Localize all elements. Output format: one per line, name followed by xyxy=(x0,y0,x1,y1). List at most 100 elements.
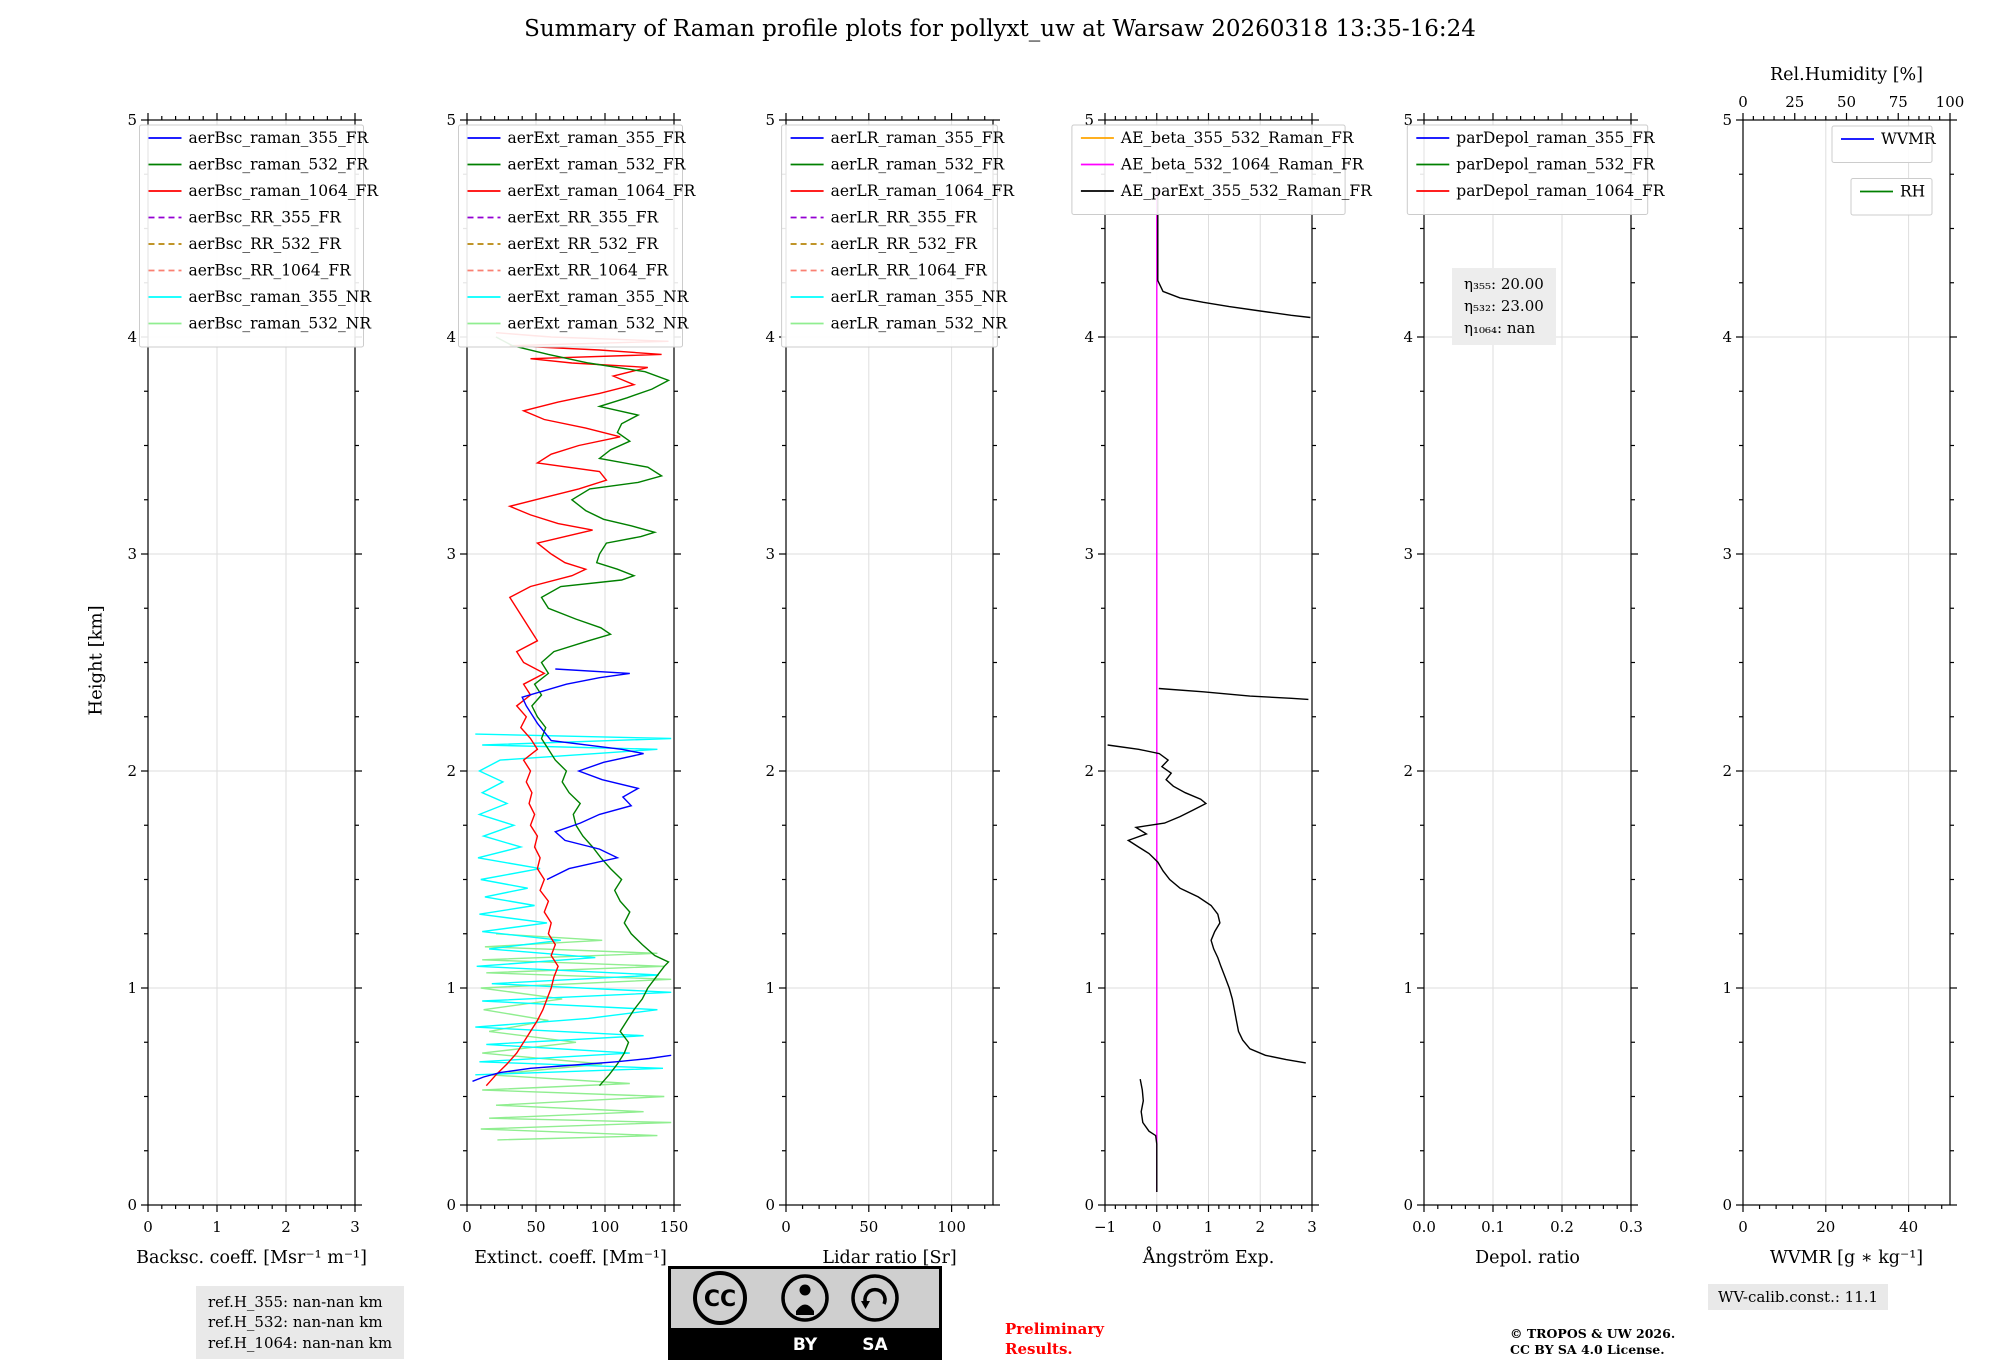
svg-text:75: 75 xyxy=(1889,93,1908,111)
cc-logo-icon: CC xyxy=(693,1271,747,1325)
svg-text:2: 2 xyxy=(1255,1218,1265,1236)
svg-text:0.0: 0.0 xyxy=(1412,1218,1436,1236)
attribution-person-icon xyxy=(781,1274,829,1322)
cc-by-label: BY xyxy=(793,1335,818,1355)
svg-text:3: 3 xyxy=(1403,545,1413,563)
legend-label: parDepol_raman_532_FR xyxy=(1456,156,1656,174)
svg-text:5: 5 xyxy=(765,111,775,129)
svg-text:4: 4 xyxy=(1722,328,1732,346)
svg-text:50: 50 xyxy=(1837,93,1856,111)
svg-text:4: 4 xyxy=(1403,328,1413,346)
ref-height-1064: ref.H_1064: nan-nan km xyxy=(208,1333,393,1352)
svg-text:1: 1 xyxy=(1403,979,1413,997)
legend-label: RH xyxy=(1900,183,1925,201)
svg-text:2: 2 xyxy=(127,762,137,780)
legend-box xyxy=(1850,178,1933,216)
svg-text:0: 0 xyxy=(1722,1196,1732,1214)
svg-text:0.2: 0.2 xyxy=(1550,1218,1574,1236)
cc-badge-bar xyxy=(671,1328,939,1357)
svg-text:3: 3 xyxy=(1722,545,1732,563)
legend-label: aerExt_raman_355_NR xyxy=(508,288,690,306)
series-aerExt_raman_355_FR_mid xyxy=(521,668,644,881)
ticks xyxy=(460,113,681,1212)
svg-text:4: 4 xyxy=(1084,328,1094,346)
tick-labels: 0 50 100 0 1 2 3 4 5 xyxy=(765,111,965,1236)
preliminary-note: Preliminary Results. xyxy=(1005,1320,1104,1358)
panel-backscatter: 0 1 2 3 0 1 2 3 4 5 Backsc. coeff. [Msr⁻¹ m⁻¹] aerB… xyxy=(127,111,379,1268)
eta-532-value: η₅₃₂: 23.00 xyxy=(1464,296,1544,315)
legend-label: AE_beta_532_1064_Raman_FR xyxy=(1120,156,1365,174)
legend-label: parDepol_raman_355_FR xyxy=(1456,129,1656,147)
copyright-note: © TROPOS & UW 2026. CC BY SA 4.0 License… xyxy=(1510,1326,1676,1358)
svg-text:0: 0 xyxy=(1152,1218,1162,1236)
svg-text:20: 20 xyxy=(1816,1218,1835,1236)
legend-label: aerBsc_raman_532_NR xyxy=(189,315,373,333)
series-aerExt_raman_355_NR xyxy=(475,733,672,1076)
legend-label: aerLR_RR_532_FR xyxy=(831,235,979,253)
svg-text:CC: CC xyxy=(704,1287,736,1312)
legend-label: aerLR_RR_1064_FR xyxy=(831,262,989,280)
svg-text:0: 0 xyxy=(1403,1196,1413,1214)
eta-355-value: η₃₅₅: 20.00 xyxy=(1464,275,1544,293)
legend-box xyxy=(458,124,683,348)
tick-labels: 0.0 0.1 0.2 0.3 0 1 2 3 4 5 xyxy=(1403,111,1642,1236)
svg-text:1: 1 xyxy=(446,979,456,997)
x-axis-label: Ångström Exp. xyxy=(1142,1247,1275,1268)
panel-extinction: 0 50 100 150 0 1 2 3 4 5 Extinct. coeff. [Mm⁻¹] aer… xyxy=(446,111,696,1268)
svg-text:100: 100 xyxy=(591,1218,620,1236)
legend-label: aerBsc_raman_532_FR xyxy=(189,156,370,174)
svg-text:1: 1 xyxy=(1204,1218,1214,1236)
svg-text:3: 3 xyxy=(127,545,137,563)
panel-depol: 0.0 0.1 0.2 0.3 0 1 2 3 4 5 Depol. ratio parDepol_r… xyxy=(1403,111,1665,1268)
series-group xyxy=(472,332,672,1141)
axes-frame xyxy=(1742,119,1951,1206)
svg-text:0: 0 xyxy=(1738,1218,1748,1236)
svg-text:3: 3 xyxy=(1084,545,1094,563)
legend-box xyxy=(1406,124,1649,215)
svg-text:2: 2 xyxy=(1084,762,1094,780)
svg-text:1: 1 xyxy=(1084,979,1094,997)
svg-text:0.1: 0.1 xyxy=(1481,1218,1505,1236)
legend-label: aerBsc_RR_532_FR xyxy=(189,235,343,253)
svg-text:1: 1 xyxy=(765,979,775,997)
legend-label: WVMR xyxy=(1881,130,1937,148)
ticks xyxy=(1417,113,1638,1212)
eta-annotation: η₃₅₅: 20.00 η₅₃₂: 23.00 η₁₀₆₄: nan xyxy=(1452,268,1556,346)
eta-1064-value: η₁₀₆₄: nan xyxy=(1464,318,1536,337)
ref-height-355: ref.H_355: nan-nan km xyxy=(208,1293,383,1311)
cc-sa-label: SA xyxy=(862,1335,888,1355)
svg-text:2: 2 xyxy=(765,762,775,780)
legend-label: aerBsc_RR_355_FR xyxy=(189,209,343,227)
series-AE_parExt_355_532_Raman_FR_top xyxy=(1157,189,1311,319)
svg-text:0: 0 xyxy=(1084,1196,1094,1214)
legend-label: aerBsc_raman_355_NR xyxy=(189,288,373,306)
legend-box xyxy=(1071,124,1346,215)
legend-label: aerBsc_RR_1064_FR xyxy=(189,262,353,280)
legend-label: aerExt_raman_532_FR xyxy=(508,156,687,174)
wv-calib-note: WV-calib.const.: 11.1 xyxy=(1708,1284,1889,1310)
legend-label: aerExt_raman_532_NR xyxy=(508,315,690,333)
legend-label: aerExt_RR_355_FR xyxy=(508,209,660,227)
svg-text:40: 40 xyxy=(1899,1218,1918,1236)
ref-height-note: ref.H_355: nan-nan km ref.H_532: nan-nan… xyxy=(196,1286,405,1359)
svg-text:3: 3 xyxy=(446,545,456,563)
legend-box xyxy=(139,124,364,348)
svg-text:150: 150 xyxy=(660,1218,689,1236)
svg-text:0: 0 xyxy=(1738,93,1748,111)
ticks xyxy=(1736,119,1957,1212)
legend-label: aerLR_raman_532_FR xyxy=(831,156,1006,174)
svg-text:50: 50 xyxy=(859,1218,878,1236)
svg-text:0: 0 xyxy=(446,1196,456,1214)
legend-label: aerExt_raman_355_FR xyxy=(508,129,687,147)
x-axis-label: Backsc. coeff. [Msr⁻¹ m⁻¹] xyxy=(136,1248,367,1268)
legend-label: AE_parExt_355_532_Raman_FR xyxy=(1120,182,1373,200)
svg-text:0: 0 xyxy=(462,1218,472,1236)
series-AE_parExt_355_532_Raman_FR_mid xyxy=(1158,687,1309,701)
ticks xyxy=(1098,113,1319,1212)
svg-text:2: 2 xyxy=(281,1218,291,1236)
legend-box xyxy=(781,124,998,348)
series-group xyxy=(1107,189,1311,1192)
svg-text:0: 0 xyxy=(127,1196,137,1214)
